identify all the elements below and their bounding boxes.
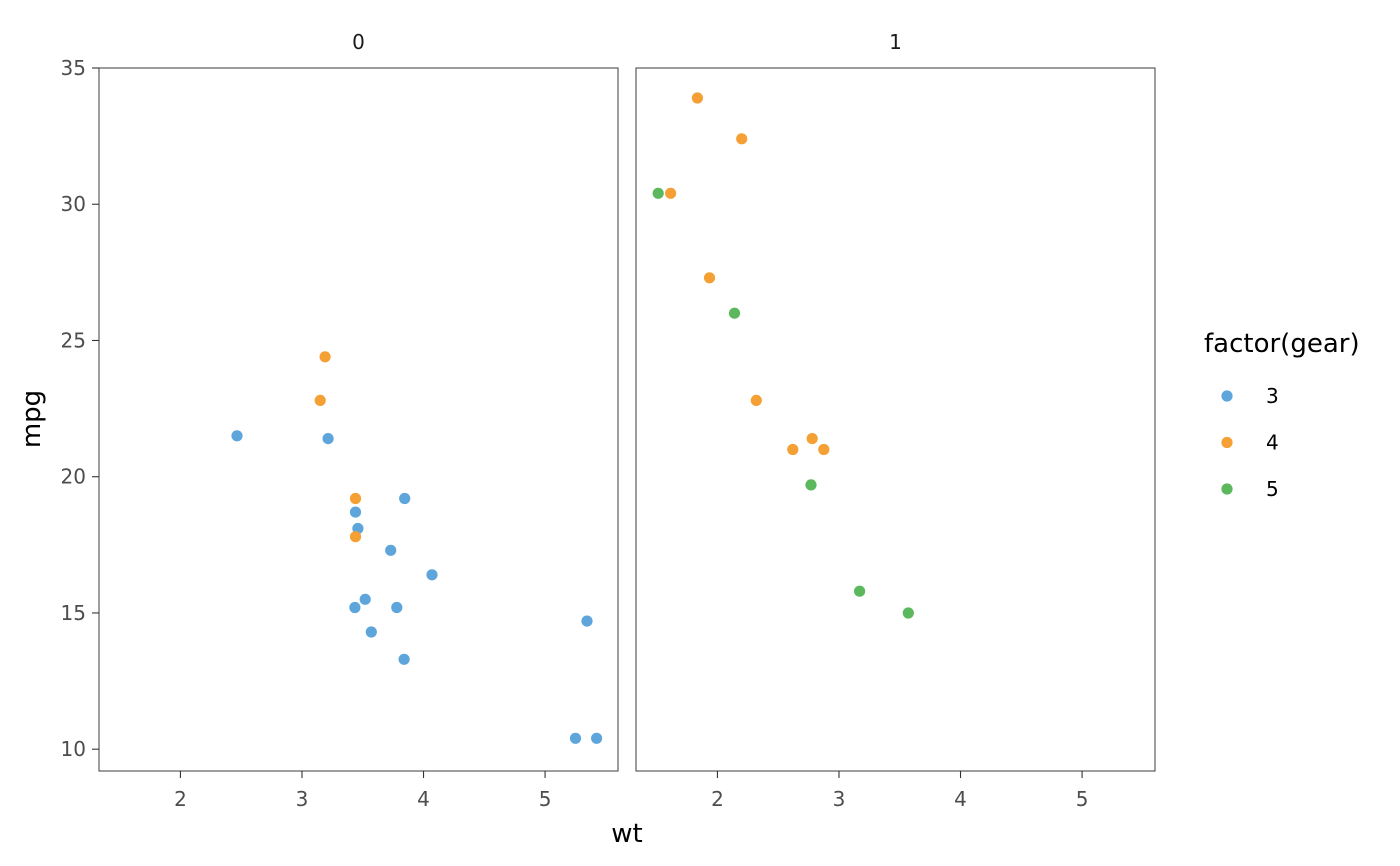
y-tick-label: 20 xyxy=(61,465,86,489)
legend-entry-5: 5 xyxy=(1221,477,1279,501)
y-tick-label: 25 xyxy=(61,328,86,352)
y-tick-label: 35 xyxy=(61,56,86,80)
x-tick-label: 3 xyxy=(833,787,846,811)
legend-label: 5 xyxy=(1266,477,1279,501)
x-tick-label: 4 xyxy=(417,787,430,811)
panel-border xyxy=(98,67,619,772)
data-point-gear-3 xyxy=(399,492,411,505)
data-point-gear-5 xyxy=(652,187,664,199)
facet-strip-label: 0 xyxy=(352,30,365,54)
data-point-gear-3 xyxy=(359,593,371,605)
data-point-gear-5 xyxy=(902,607,914,619)
data-point-gear-3 xyxy=(385,544,397,556)
x-tick-label: 3 xyxy=(296,787,309,811)
legend-title: factor(gear) xyxy=(1204,329,1360,359)
x-axis-title: wt xyxy=(611,819,642,849)
legend-key xyxy=(1221,390,1233,402)
facet-panel-0: 0 2 3 4 5 xyxy=(98,30,619,811)
facet-panels: 0 2 3 4 5 1 2 3 4 5 xyxy=(98,30,1156,811)
legend-label: 3 xyxy=(1266,384,1279,408)
data-point-gear-4 xyxy=(691,92,704,104)
data-point-gear-4 xyxy=(818,443,830,456)
panel-border xyxy=(635,67,1156,772)
data-point-gear-3 xyxy=(426,569,438,581)
x-tick-label: 4 xyxy=(954,787,967,811)
data-point-gear-4 xyxy=(806,433,818,445)
data-point-gear-5 xyxy=(854,585,866,597)
y-tick-label: 15 xyxy=(61,601,86,625)
data-point-gear-4 xyxy=(665,187,677,199)
data-point-gear-3 xyxy=(591,732,603,744)
data-point-gear-3 xyxy=(231,430,243,442)
data-point-gear-4 xyxy=(787,443,799,456)
facet-panel-1: 1 2 3 4 5 xyxy=(635,30,1156,811)
data-point-gear-3 xyxy=(391,601,403,614)
legend-entries: 3 4 5 xyxy=(1221,384,1279,501)
data-point-gear-4 xyxy=(703,272,716,284)
data-point-gear-4 xyxy=(319,351,331,363)
legend: factor(gear) 3 4 5 xyxy=(1204,329,1360,501)
data-point-gear-3 xyxy=(365,626,377,638)
y-axis: 10 15 20 25 30 35 xyxy=(61,56,99,761)
data-point-gear-3 xyxy=(398,653,410,665)
x-tick-label: 2 xyxy=(174,787,187,811)
legend-key xyxy=(1221,483,1233,495)
y-tick-label: 30 xyxy=(61,192,86,216)
data-point-gear-3 xyxy=(569,732,582,744)
y-axis-title: mpg xyxy=(17,390,47,448)
data-point-gear-3 xyxy=(349,506,362,518)
data-point-gear-4 xyxy=(750,394,762,406)
data-point-gear-3 xyxy=(322,433,334,445)
data-point-gear-5 xyxy=(728,307,741,319)
y-tick-label: 10 xyxy=(61,737,86,761)
data-point-gear-3 xyxy=(581,615,593,627)
legend-key xyxy=(1221,436,1233,449)
x-tick-label: 5 xyxy=(539,787,552,811)
data-point-gear-4 xyxy=(736,133,748,145)
legend-entry-4: 4 xyxy=(1221,431,1279,455)
data-point-gear-3 xyxy=(349,601,361,614)
legend-label: 4 xyxy=(1266,431,1279,455)
data-point-gear-4 xyxy=(349,531,362,543)
legend-entry-3: 3 xyxy=(1221,384,1279,408)
data-point-gear-4 xyxy=(314,394,326,406)
facet-strip-label: 1 xyxy=(889,30,902,54)
data-point-gear-4 xyxy=(349,492,362,505)
x-tick-label: 5 xyxy=(1076,787,1089,811)
data-point-gear-5 xyxy=(805,479,817,491)
x-tick-label: 2 xyxy=(711,787,724,811)
